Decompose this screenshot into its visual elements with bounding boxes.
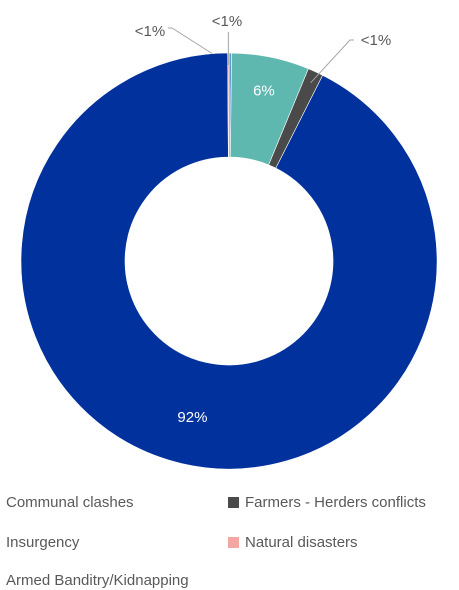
legend-label-natural-disasters: Natural disasters bbox=[245, 534, 358, 551]
legend-swatch-farmers-herders bbox=[228, 497, 239, 508]
legend-item-communal-clashes: Communal clashes bbox=[6, 494, 134, 512]
legend-label-insurgency: Insurgency bbox=[6, 534, 80, 551]
legend-swatch-natural-disasters bbox=[228, 537, 239, 548]
leader-line-communal-clashes bbox=[168, 27, 231, 66]
legend-label-farmers-herders: Farmers - Herders conflicts bbox=[245, 494, 426, 511]
leader-line-farmers-herders-conflicts bbox=[310, 39, 354, 84]
slice-armed-banditry-kidnapping bbox=[20, 52, 438, 470]
legend-label-armed-banditry: Armed Banditry/Kidnapping bbox=[6, 572, 189, 589]
slice-label-insurgency: 6% bbox=[253, 83, 275, 100]
slice-label-natural-disasters: <1% bbox=[212, 13, 242, 30]
legend-item-insurgency: Insurgency bbox=[6, 534, 79, 552]
legend-item-natural-disasters: Natural disasters bbox=[228, 534, 358, 552]
donut-chart: <1% 6% <1% 92% <1% bbox=[20, 13, 438, 470]
chart-legend: Communal clashes Farmers - Herders confl… bbox=[0, 488, 459, 590]
slice-label-farmers-herders-conflicts: <1% bbox=[361, 32, 391, 49]
slice-label-armed-banditry-kidnapping: 92% bbox=[177, 409, 207, 426]
slice-label-communal-clashes: <1% bbox=[135, 23, 165, 40]
legend-item-armed-banditry: Armed Banditry/Kidnapping bbox=[6, 572, 189, 590]
legend-item-farmers-herders: Farmers - Herders conflicts bbox=[228, 494, 426, 512]
donut-chart-svg: <1% 6% <1% 92% <1% bbox=[20, 13, 438, 470]
legend-label-communal-clashes: Communal clashes bbox=[6, 494, 134, 511]
